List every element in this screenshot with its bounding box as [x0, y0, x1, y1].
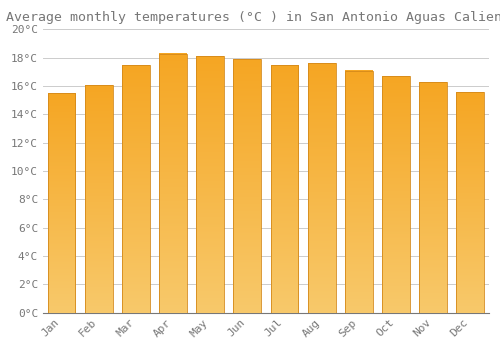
Bar	[196, 56, 224, 313]
Bar	[159, 54, 187, 313]
Bar	[122, 65, 150, 313]
Bar	[419, 82, 447, 313]
Bar	[234, 59, 262, 313]
Bar	[85, 85, 112, 313]
Bar	[345, 70, 373, 313]
Bar	[456, 92, 484, 313]
Bar	[270, 65, 298, 313]
Title: Average monthly temperatures (°C ) in San Antonio Aguas Calientes: Average monthly temperatures (°C ) in Sa…	[6, 11, 500, 24]
Bar	[308, 63, 336, 313]
Bar	[382, 76, 410, 313]
Bar	[48, 93, 76, 313]
